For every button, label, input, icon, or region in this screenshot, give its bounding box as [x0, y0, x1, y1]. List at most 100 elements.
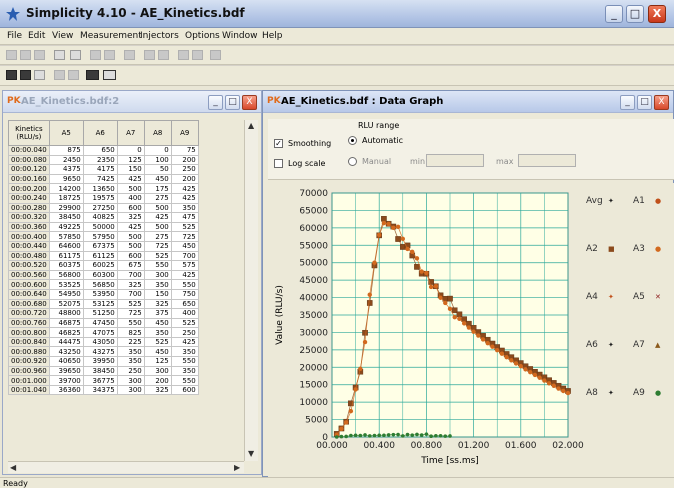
table-row[interactable]: 00:00.880 43250 43275 350 450 350: [8, 346, 199, 358]
legend-marker-A9: ●: [655, 389, 661, 397]
table-row[interactable]: 00:00.160 9650 7425 425 450 200: [8, 173, 199, 185]
x-axis-label: Time [ss.ms]: [420, 456, 479, 466]
table-row[interactable]: 00:00.240 18725 19575 400 275 425: [8, 192, 199, 204]
table-row[interactable]: 00:00.040 875 650 0 0 75: [8, 145, 199, 156]
table-row[interactable]: 00:00.600 53525 56850 325 350 550: [8, 279, 199, 290]
menu-help[interactable]: Help: [262, 31, 283, 41]
table-row[interactable]: 00:00.440 64600 67375 500 725 450: [8, 240, 199, 252]
column-header[interactable]: A6: [82, 120, 118, 146]
layout-1-icon[interactable]: [6, 70, 17, 80]
scroll-left-icon[interactable]: ◀: [10, 463, 17, 472]
tile-icon[interactable]: [192, 50, 203, 60]
data-window-close-button[interactable]: X: [242, 95, 257, 110]
table-row[interactable]: 00:00.280 29900 27250 600 500 350: [8, 202, 199, 214]
graph-window-close-button[interactable]: X: [654, 95, 669, 110]
logscale-checkbox[interactable]: [274, 159, 283, 168]
menu-measurement[interactable]: Measurement: [80, 31, 142, 41]
table-row[interactable]: 00:00.800 46825 47075 825 350 250: [8, 327, 199, 338]
menu-file[interactable]: File: [7, 31, 23, 41]
row-value-cell: 50000: [82, 221, 118, 233]
inject-icon[interactable]: [178, 50, 189, 60]
table-row[interactable]: 00:00.120 4375 4175 150 50 250: [8, 164, 199, 175]
table-vertical-scrollbar[interactable]: ▲ ▼: [244, 120, 258, 461]
menu-window[interactable]: Window: [222, 31, 258, 41]
close-button[interactable]: X: [648, 5, 666, 23]
minimize-button[interactable]: _: [605, 5, 623, 23]
new-icon[interactable]: [6, 50, 17, 60]
print-icon[interactable]: [70, 50, 81, 60]
data-point-A7: [410, 433, 415, 437]
graph-icon[interactable]: [103, 70, 116, 80]
table-row[interactable]: 00:00.200 14200 13650 500 175 425: [8, 183, 199, 194]
table-row[interactable]: 00:00.360 49225 50000 425 500 525: [8, 221, 199, 233]
data-window-maximize-button[interactable]: □: [225, 95, 240, 110]
table-row[interactable]: 00:00.520 60375 60025 675 550 575: [8, 260, 199, 271]
data-window-title: AE_Kinetics.bdf:2: [21, 96, 120, 107]
row-value-cell: 275: [143, 231, 172, 242]
layout-3-icon[interactable]: [34, 70, 45, 80]
menu-edit[interactable]: Edit: [28, 31, 46, 41]
graph-window-maximize-button[interactable]: □: [637, 95, 652, 110]
save-icon[interactable]: [34, 50, 45, 60]
stop-icon[interactable]: [158, 50, 169, 60]
y-tick-label: 0: [322, 433, 328, 443]
copy-icon[interactable]: [54, 50, 65, 60]
row-value-cell: 550: [143, 260, 172, 271]
data-window-minimize-button[interactable]: _: [208, 95, 223, 110]
cascade-icon[interactable]: [210, 50, 221, 60]
table-row[interactable]: 00:00.400 57850 57950 500 275 725: [8, 231, 199, 242]
record-icon[interactable]: [144, 50, 155, 60]
min-label: min: [410, 157, 426, 166]
row-value-cell: 60025: [82, 260, 118, 271]
table-row[interactable]: 00:00.960 39650 38450 250 300 350: [8, 365, 199, 377]
export-icon[interactable]: [54, 70, 65, 80]
menu-options[interactable]: Options: [185, 31, 220, 41]
open-icon[interactable]: [20, 50, 31, 60]
last-icon[interactable]: [104, 50, 115, 60]
table-horizontal-scrollbar[interactable]: ◀ ▶: [8, 461, 244, 473]
row-time-cell: 00:00.680: [8, 298, 50, 310]
row-value-cell: 750: [170, 288, 199, 300]
column-header[interactable]: Kinetics (RLU/s): [8, 120, 50, 146]
column-header[interactable]: A8: [143, 120, 172, 146]
scroll-up-icon[interactable]: ▲: [248, 121, 255, 130]
table-row[interactable]: 00:00.320 38450 40825 325 425 475: [8, 212, 199, 223]
legend-marker-Avg: ✦: [608, 197, 614, 205]
table-row[interactable]: 00:00.920 40650 39950 350 125 550: [8, 356, 199, 367]
table-row[interactable]: 00:00.840 44475 43050 225 525 425: [8, 336, 199, 348]
menu-view[interactable]: View: [52, 31, 74, 41]
max-input[interactable]: [518, 154, 576, 167]
first-icon[interactable]: [90, 50, 101, 60]
column-header[interactable]: A9: [170, 120, 199, 146]
graph-window-minimize-button[interactable]: _: [620, 95, 635, 110]
layout-2-icon[interactable]: [20, 70, 31, 80]
table-row[interactable]: 00:00.080 2450 2350 125 100 200: [8, 154, 199, 166]
document-icon[interactable]: [124, 50, 135, 60]
data-point-A5: [395, 236, 401, 242]
smoothing-checkbox[interactable]: ✓: [274, 139, 283, 148]
row-value-cell: 825: [116, 327, 145, 338]
manual-radio[interactable]: [348, 157, 357, 166]
data-point-A6: [377, 232, 382, 238]
data-point-A7: [386, 433, 391, 437]
row-value-cell: 700: [116, 269, 145, 281]
column-header[interactable]: A7: [116, 120, 145, 146]
table-icon[interactable]: [86, 70, 99, 80]
scroll-down-icon[interactable]: ▼: [248, 449, 255, 458]
import-icon[interactable]: [68, 70, 79, 80]
table-row[interactable]: 00:00.560 56800 60300 700 300 425: [8, 269, 199, 281]
table-row[interactable]: 00:00.680 52075 53125 525 325 650: [8, 298, 199, 310]
column-header[interactable]: A5: [48, 120, 84, 146]
table-row[interactable]: 00:00.480 61175 61125 600 525 700: [8, 250, 199, 262]
table-row[interactable]: 00:00.640 54950 53950 700 150 750: [8, 288, 199, 300]
scroll-right-icon[interactable]: ▶: [234, 463, 241, 472]
menu-injectors[interactable]: Injectors: [140, 31, 179, 41]
table-row[interactable]: 00:00.760 46875 47450 550 450 525: [8, 317, 199, 329]
min-input[interactable]: [426, 154, 484, 167]
table-row[interactable]: 00:01.000 39700 36775 300 200 550: [8, 375, 199, 386]
table-row[interactable]: 00:01.040 36360 34375 300 325 600: [8, 384, 199, 396]
table-row[interactable]: 00:00.720 48800 51250 725 375 400: [8, 308, 199, 319]
row-value-cell: 0: [143, 145, 172, 156]
maximize-button[interactable]: □: [626, 5, 644, 23]
automatic-radio[interactable]: [348, 136, 357, 145]
